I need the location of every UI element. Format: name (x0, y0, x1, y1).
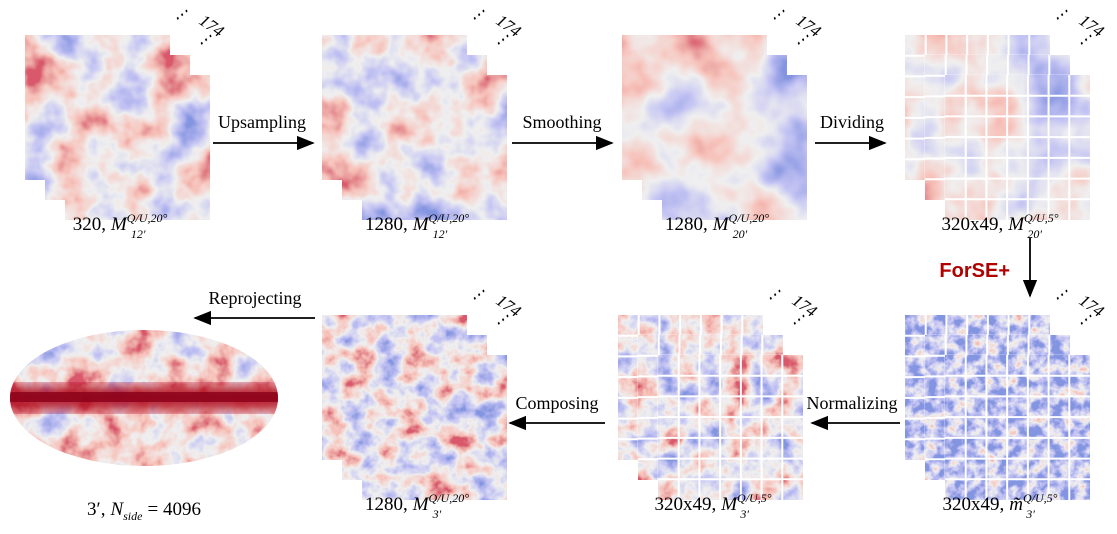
caption-symbol: m̃ (1009, 494, 1023, 515)
count-dots: ⋯ (765, 3, 790, 28)
caption-sub: 3′ (1025, 507, 1035, 521)
map-tile (65, 75, 210, 220)
caption-sub: 3′ (432, 507, 442, 521)
caption-symbol: N (109, 499, 124, 520)
step-label: ForSE+ (939, 260, 1010, 282)
sky-map (10, 330, 278, 466)
caption-symbol: M (412, 214, 430, 235)
count-dots: ⋯ (1048, 3, 1073, 28)
caption-prefix: 320x49, (943, 494, 1005, 515)
map-tile (658, 355, 803, 500)
map-tile (362, 75, 507, 220)
count-dots: ⋯ (465, 3, 490, 28)
step-label: Normalizing (807, 393, 898, 413)
map-tile (362, 355, 507, 500)
caption-sup: Q/U,20° (127, 211, 168, 225)
step-label: Reprojecting (209, 288, 302, 308)
caption-prefix: 320x49, (941, 214, 1003, 235)
caption-prefix: 320, (73, 214, 106, 235)
maps (10, 35, 1090, 500)
caption-symbol: M (712, 214, 730, 235)
count-dots: ⋯ (761, 283, 786, 308)
arrows (193, 135, 1038, 431)
caption-symbol: M (412, 494, 430, 515)
count-dots: ⋯ (1048, 283, 1073, 308)
map-tile (662, 75, 807, 220)
caption: 1280, MQ/U,20° 3′ (365, 491, 469, 521)
caption: 320x49, MQ/U,5° 20′ (941, 211, 1058, 241)
caption: 320, MQ/U,20° 12′ (73, 211, 168, 241)
caption-sub: 20′ (733, 227, 748, 241)
caption: 320x49, MQ/U,5° 3′ (654, 491, 771, 521)
caption: 1280, MQ/U,20° 12′ (365, 211, 469, 241)
map-tile (945, 75, 1090, 220)
caption-sub: 12′ (433, 227, 448, 241)
caption: 1280, MQ/U,20° 20′ (665, 211, 769, 241)
caption-symbol: M (720, 494, 738, 515)
count-dots: ⋯ (168, 3, 193, 28)
caption-sub: side (123, 509, 143, 523)
caption-sup: Q/U,5° (737, 491, 772, 505)
caption-sub: 20′ (1027, 227, 1042, 241)
galactic-plane (10, 392, 278, 402)
caption-sup: Q/U,5° (1023, 491, 1058, 505)
caption-prefix: 3′, (87, 499, 105, 520)
map-tile (945, 355, 1090, 500)
caption-prefix: 1280, (365, 214, 408, 235)
caption-rest: = 4096 (147, 499, 200, 520)
step-label: Dividing (820, 112, 884, 132)
caption-sup: Q/U,5° (1024, 211, 1059, 225)
step-label: Upsampling (218, 112, 306, 132)
caption-sub: 12′ (131, 227, 146, 241)
caption-symbol: M (1007, 214, 1025, 235)
caption-sup: Q/U,20° (729, 211, 770, 225)
caption: 3′, Nside = 4096 (87, 499, 201, 523)
caption: 320x49, m̃Q/U,5° 3′ (943, 491, 1058, 521)
caption-sub: 3′ (739, 507, 749, 521)
caption-symbol: M (110, 214, 128, 235)
step-label: Composing (515, 393, 598, 413)
caption-sup: Q/U,20° (429, 491, 470, 505)
caption-prefix: 1280, (365, 494, 408, 515)
step-label: Smoothing (522, 112, 601, 132)
caption-prefix: 320x49, (654, 494, 716, 515)
caption-prefix: 1280, (665, 214, 708, 235)
caption-sup: Q/U,20° (429, 211, 470, 225)
count-dots: ⋯ (465, 283, 490, 308)
